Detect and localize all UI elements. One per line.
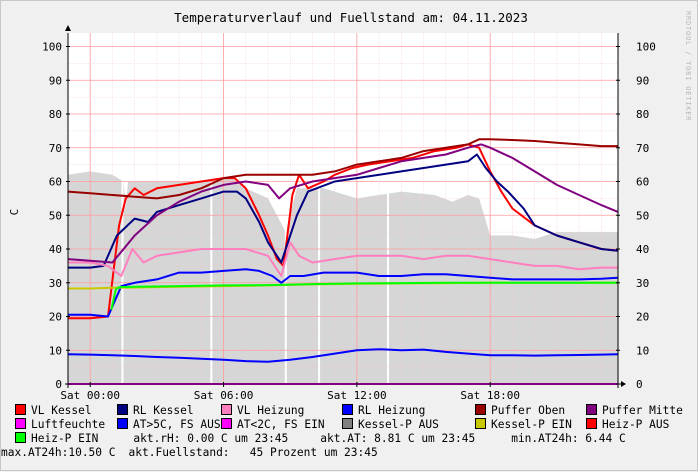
- legend-swatch: [117, 404, 128, 415]
- x-tick-label: Sat 18:00: [460, 389, 520, 402]
- y-tick-label-right: 0: [636, 378, 643, 391]
- y-tick-label: 40: [49, 243, 62, 256]
- y-tick-label: 80: [49, 108, 62, 121]
- legend-swatch: [15, 418, 26, 429]
- legend-swatch: [117, 418, 128, 429]
- watermark: RRDTOOL / TOBI OETIKER: [684, 11, 692, 121]
- legend-swatch: [342, 418, 353, 429]
- legend-item-vl-kessel: VL Kessel: [15, 404, 117, 418]
- stat-at: akt.AT: 8.81 C um 23:45: [320, 432, 476, 445]
- legend-item-heiz-p-ein: Heiz-P EIN: [15, 432, 98, 446]
- y-tick-label: 30: [49, 277, 62, 290]
- x-tick-label: Sat 12:00: [327, 389, 387, 402]
- legend-label: Kessel-P EIN: [491, 418, 572, 431]
- series-line-puffer-oben: [67, 138, 618, 200]
- y-tick-label-right: 80: [636, 108, 649, 121]
- legend-label: AT>5C, FS AUS: [133, 418, 221, 431]
- legend-swatch: [475, 404, 486, 415]
- legend-label: Puffer Oben: [491, 404, 566, 417]
- y-tick-label-right: 100: [636, 41, 656, 54]
- series-line-at-5c-fs-aus: [67, 348, 619, 363]
- y-tick-label-right: 70: [636, 142, 649, 155]
- legend-item-luftfeuchte: Luftfeuchte: [15, 418, 117, 432]
- legend-label: VL Heizung: [237, 404, 305, 417]
- series-line-vl-kessel: [68, 143, 619, 320]
- fill-level-area: [68, 171, 618, 384]
- legend-row: max.AT24h:10.50 C akt.Fuellstand: 45 Proz…: [1, 446, 686, 460]
- legend-label: RL Kessel: [133, 404, 194, 417]
- x-axis-arrow: [621, 381, 626, 387]
- stat-rh: akt.rH: 0.00 C um 23:45: [133, 432, 289, 445]
- chart-title: Temperaturverlauf und Fuellstand am: 04.…: [174, 10, 528, 25]
- legend-item-heiz-p-aus: Heiz-P AUS: [586, 418, 686, 432]
- legend-item-rl-heizung: RL Heizung: [342, 404, 475, 418]
- y-tick-label-right: 50: [636, 209, 649, 222]
- stat-fill: akt.Fuellstand: 45 Prozent um 23:45: [128, 446, 378, 459]
- legend-label: VL Kessel: [31, 404, 92, 417]
- y-tick-label: 20: [49, 311, 62, 324]
- legend-row: VL Kessel RL Kessel VL Heizung RL Heizung Pu…: [15, 404, 686, 418]
- series-line-puffer-mitte: [67, 143, 619, 264]
- legend-row: Luftfeuchte AT>5C, FS AUS AT<2C, FS EIN Kes…: [15, 418, 686, 432]
- y-tick-label: 70: [49, 142, 62, 155]
- legend-item-puffer-oben: Puffer Oben: [475, 404, 586, 418]
- y-tick-label-right: 10: [636, 344, 649, 357]
- y-tick-label: 60: [49, 176, 62, 189]
- legend-swatch: [586, 418, 597, 429]
- x-tick-label: Sat 06:00: [194, 389, 254, 402]
- legend-label: Luftfeuchte: [31, 418, 106, 431]
- legend-swatch: [221, 404, 232, 415]
- legend: VL Kessel RL Kessel VL Heizung RL Heizung Pu…: [1, 404, 686, 460]
- legend-swatch: [586, 404, 597, 415]
- legend-item-at-5c-fs-aus: AT>5C, FS AUS: [117, 418, 221, 432]
- legend-item-vl-heizung: VL Heizung: [221, 404, 342, 418]
- y-tick-label-right: 60: [636, 176, 649, 189]
- legend-label: Kessel-P AUS: [358, 418, 439, 431]
- legend-label: AT<2C, FS EIN: [237, 418, 325, 431]
- y-tick-label: 0: [55, 378, 62, 391]
- x-tick-label: Sat 00:00: [60, 389, 120, 402]
- y-tick-label-right: 40: [636, 243, 649, 256]
- y-axis-arrow: [65, 25, 71, 31]
- series-line-vl-heizung: [68, 241, 618, 277]
- legend-item-at-2c-fs-ein: AT<2C, FS EIN: [221, 418, 342, 432]
- legend-swatch: [221, 418, 232, 429]
- y-tick-label: 100: [42, 41, 62, 54]
- y-tick-label-right: 20: [636, 311, 649, 324]
- series-line-rl-kessel: [68, 153, 619, 269]
- y-tick-label-right: 90: [636, 74, 649, 87]
- stat-min-at: min.AT24h: 6.44 C: [511, 432, 626, 445]
- y-axis-label: C: [8, 209, 21, 216]
- legend-swatch: [15, 432, 26, 443]
- y-tick-label-right: 30: [636, 277, 649, 290]
- series-line-heiz-p-ein: [110, 281, 618, 311]
- legend-item-rl-kessel: RL Kessel: [117, 404, 221, 418]
- legend-label: Puffer Mitte: [602, 404, 683, 417]
- legend-item-kessel-p-ein: Kessel-P EIN: [475, 418, 586, 432]
- legend-swatch: [475, 418, 486, 429]
- y-tick-label: 50: [49, 209, 62, 222]
- y-tick-label: 10: [49, 344, 62, 357]
- legend-row: Heiz-P EIN akt.rH: 0.00 C um 23:45 akt.AT:…: [15, 432, 686, 446]
- legend-item-puffer-mitte: Puffer Mitte: [586, 404, 686, 418]
- legend-label: RL Heizung: [358, 404, 426, 417]
- series-line-rl-heizung: [68, 268, 619, 318]
- legend-label: Heiz-P AUS: [602, 418, 670, 431]
- legend-label: Heiz-P EIN: [31, 432, 99, 445]
- legend-swatch: [15, 404, 26, 415]
- stat-max-at: max.AT24h:10.50 C: [1, 446, 116, 459]
- y-tick-label: 90: [49, 74, 62, 87]
- legend-item-kessel-p-aus: Kessel-P AUS: [342, 418, 475, 432]
- legend-swatch: [342, 404, 353, 415]
